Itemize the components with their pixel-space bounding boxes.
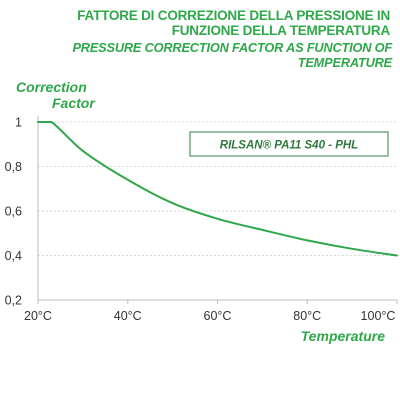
y-axis-title-line1: Correction <box>16 79 87 95</box>
legend-series-label: RILSAN® PA11 S40 - PHL <box>220 140 358 152</box>
y-tick-label: 0,4 <box>5 249 22 263</box>
series-line-rilsan-pa11 <box>37 121 398 257</box>
tick-labels: 0,2 0,4 0,6 0,8 1 20°C 40°C 60°C 80°C 100°C <box>5 116 396 324</box>
y-tick-label: 0,8 <box>5 160 22 174</box>
axes <box>37 116 398 304</box>
x-tick-label: 100°C <box>361 309 396 323</box>
y-axis-title-line2: Factor <box>52 95 96 111</box>
y-tick-label: 1 <box>15 116 22 130</box>
x-tick-label: 40°C <box>114 309 142 323</box>
y-tick-label: 0,2 <box>5 294 22 308</box>
x-tick-label: 60°C <box>204 309 232 323</box>
y-tick-label: 0,6 <box>5 205 22 219</box>
series-layer <box>37 121 398 257</box>
x-tick-label: 20°C <box>24 309 52 323</box>
chart-title-italian: FATTORE DI CORREZIONE DELLA PRESSIONE IN… <box>77 8 390 38</box>
legend-box <box>189 131 389 157</box>
x-tick-label: 80°C <box>293 309 321 323</box>
chart-header: FATTORE DI CORREZIONE DELLA PRESSIONE IN… <box>0 8 400 70</box>
chart-title-english: PRESSURE CORRECTION FACTOR AS FUNCTION O… <box>72 40 392 70</box>
x-axis-title: Temperature <box>301 328 386 344</box>
